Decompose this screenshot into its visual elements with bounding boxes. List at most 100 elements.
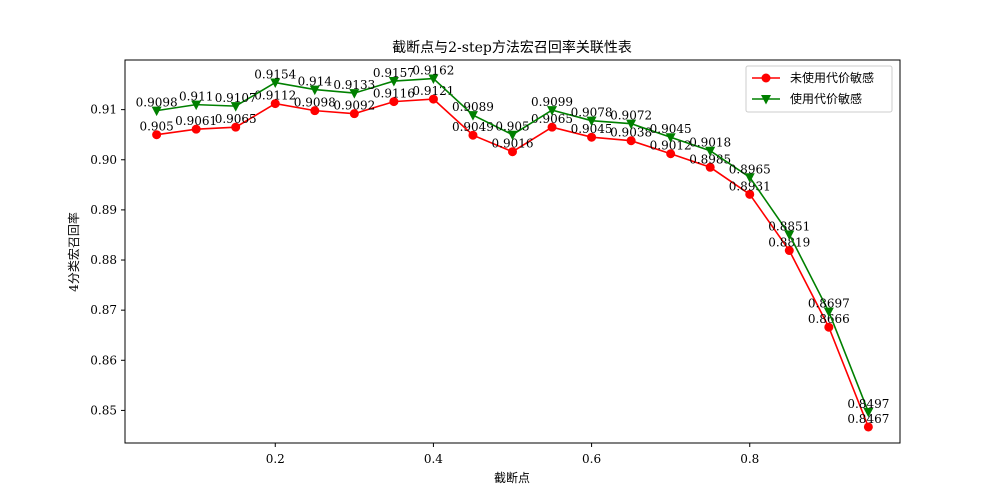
data-label: 0.8985: [689, 152, 731, 166]
data-label: 0.9099: [531, 95, 573, 109]
data-point: [508, 147, 517, 157]
data-label: 0.9092: [333, 99, 375, 113]
data-label: 0.9061: [175, 114, 217, 128]
data-point: [626, 136, 636, 146]
data-label: 0.9162: [412, 64, 454, 78]
y-tick-label: 0.88: [90, 253, 117, 267]
data-point: [468, 130, 478, 140]
x-tick-label: 0.4: [424, 452, 443, 466]
data-point: [586, 116, 597, 127]
data-label: 0.9107: [215, 91, 257, 105]
data-point: [428, 74, 439, 85]
data-point: [824, 322, 834, 332]
data-point: [152, 130, 162, 140]
data-label: 0.9045: [571, 122, 613, 136]
legend-marker: [761, 73, 771, 83]
data-label: 0.9098: [136, 96, 178, 110]
data-label: 0.9038: [610, 126, 652, 140]
data-label: 0.9157: [373, 66, 415, 80]
data-label: 0.9098: [294, 96, 336, 110]
chart-title: 截断点与2-step方法宏召回率关联性表: [392, 39, 632, 56]
data-label: 0.9065: [215, 112, 257, 126]
data-point: [467, 111, 478, 121]
data-label: 0.9078: [571, 106, 613, 120]
data-point: [784, 245, 794, 255]
data-point: [191, 100, 202, 111]
legend-label: 使用代价敏感: [790, 91, 862, 106]
data-point: [665, 133, 676, 143]
data-point: [389, 97, 399, 107]
data-point: [428, 94, 438, 104]
data-label: 0.8965: [729, 162, 771, 176]
data-label: 0.9012: [650, 139, 692, 153]
data-point: [151, 106, 162, 117]
series-1: 0.905 0.90610.90650.91120.90980.90920.911…: [139, 84, 889, 432]
data-label: 0.9133: [333, 78, 375, 92]
x-tick-label: 0.6: [582, 452, 601, 466]
data-label: 0.9154: [254, 68, 296, 82]
data-label: 0.9072: [610, 109, 652, 123]
y-tick-label: 0.91: [90, 103, 117, 117]
data-point: [507, 130, 518, 141]
legend-item: 未使用代价敏感: [752, 70, 874, 85]
data-label: 0.9089: [452, 100, 494, 114]
x-tick-label: 0.2: [266, 452, 285, 466]
data-label: 0.9065: [531, 112, 573, 126]
data-point: [191, 124, 201, 134]
data-label: 0.9016: [492, 137, 534, 151]
data-point: [587, 132, 597, 142]
data-label: 0.8666: [808, 312, 850, 326]
data-point: [626, 119, 637, 130]
data-point: [863, 407, 874, 418]
data-point: [270, 78, 281, 89]
data-label: 0.905: [139, 120, 173, 134]
data-label: 0.914: [298, 75, 333, 89]
data-label: 0.8697: [808, 297, 850, 311]
data-point: [349, 89, 360, 99]
data-point: [784, 230, 795, 240]
data-point: [230, 102, 241, 112]
y-tick-label: 0.85: [90, 403, 117, 417]
x-tick-label: 0.8: [740, 452, 759, 466]
plot-frame: [124, 59, 901, 444]
data-point: [547, 106, 558, 116]
legend-marker: [761, 95, 771, 105]
data-point: [310, 106, 320, 116]
data-label: 0.905: [495, 120, 529, 134]
data-label: 0.9112: [254, 89, 296, 103]
data-label: 0.9049: [452, 120, 494, 134]
data-point: [666, 149, 676, 159]
data-point: [745, 189, 755, 199]
data-label: 0.9045: [650, 122, 692, 136]
data-point: [705, 146, 716, 157]
y-tick-label: 0.89: [90, 203, 117, 217]
data-label: 0.911: [179, 90, 213, 104]
data-point: [270, 99, 280, 109]
legend-box: [745, 65, 893, 113]
data-label: 0.8931: [729, 179, 771, 193]
data-label: 0.8819: [768, 235, 810, 249]
data-point: [231, 122, 241, 132]
data-point: [863, 422, 873, 432]
data-point: [309, 85, 320, 96]
y-tick-label: 0.87: [90, 303, 117, 317]
y-tick-label: 0.86: [90, 353, 117, 367]
data-label: 0.9018: [689, 136, 731, 150]
y-axis-label: 4分类宏召回率: [66, 212, 81, 292]
data-label: 0.9116: [373, 87, 415, 101]
data-point: [547, 122, 557, 132]
data-point: [349, 109, 359, 119]
data-point: [705, 162, 715, 172]
legend-label: 未使用代价敏感: [790, 70, 874, 85]
legend-item: 使用代价敏感: [752, 91, 862, 106]
data-label: 0.8497: [847, 397, 889, 411]
data-point: [388, 77, 399, 87]
x-axis-label: 截断点: [494, 470, 530, 485]
data-point: [823, 307, 834, 318]
data-point: [744, 173, 755, 183]
data-label: 0.8851: [768, 219, 810, 233]
data-label: 0.8467: [847, 412, 889, 426]
